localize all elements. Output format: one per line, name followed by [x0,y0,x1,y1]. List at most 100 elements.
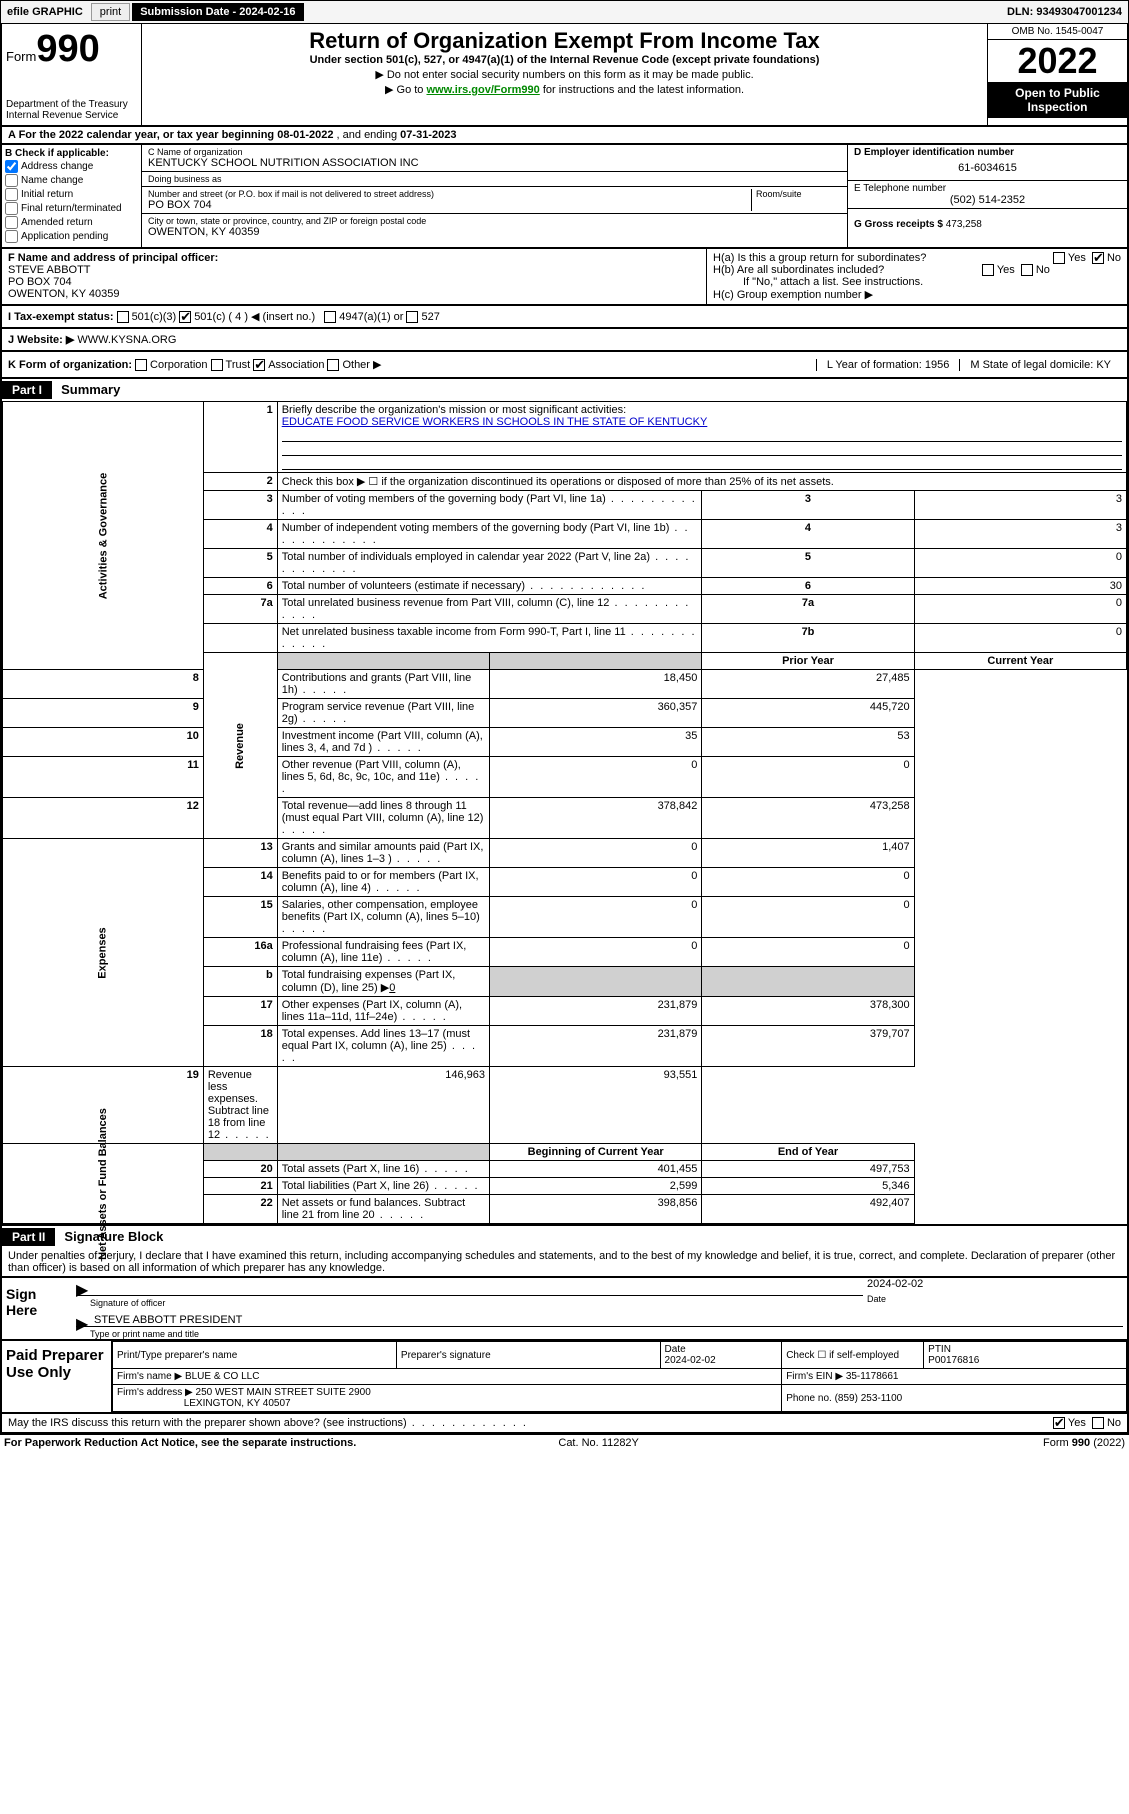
side-nab: Net Assets or Fund Balances [3,1144,204,1224]
l16b-n: b [203,967,277,997]
signature-block: Sign Here ▶ Signature of officer 2024-02… [0,1278,1129,1341]
part2: Part II Signature Block Under penalties … [0,1226,1129,1278]
row-n: 22 [203,1195,277,1224]
pp-check: Check ☐ if self-employed [782,1342,924,1369]
ag-v: 30 [914,578,1126,595]
hb-yes-l: Yes [997,264,1015,276]
chk-app-pending[interactable]: Application pending [5,230,138,243]
row-p: 231,879 [490,997,702,1026]
street-label: Number and street (or P.O. box if mail i… [148,189,751,199]
tax-year: 2022 [988,40,1127,82]
i-501c[interactable] [179,311,191,323]
ag-d: Net unrelated business taxable income fr… [277,624,702,653]
sig-date: 2024-02-02 [867,1278,1127,1294]
pp-sig-l: Preparer's signature [396,1342,660,1369]
k-trust[interactable] [211,359,223,371]
i-o1: 501(c)(3) [132,311,177,323]
irs-label: Internal Revenue Service [6,110,137,121]
ha-yes[interactable] [1053,252,1065,264]
ag-n: 3 [203,491,277,520]
form-header: Form990 Department of the Treasury Inter… [0,24,1129,127]
hb-no[interactable] [1021,264,1033,276]
nab-hdr-n [203,1144,277,1161]
gross-label: G Gross receipts $ [854,219,943,230]
dba-label: Doing business as [148,174,841,184]
firm-ein-l: Firm's EIN ▶ [786,1371,843,1382]
phone-val: (859) 253-1100 [835,1393,903,1404]
mayirs-no[interactable] [1092,1417,1104,1429]
chk-final[interactable]: Final return/terminated [5,202,138,215]
chk-amended[interactable]: Amended return [5,216,138,229]
officer-addr1: PO BOX 704 [8,276,700,288]
row-n: 16a [203,938,277,967]
rowA-pre: A For the 2022 calendar year, or tax yea… [8,129,277,141]
row-n: 15 [203,897,277,938]
firm-addr-l: Firm's address ▶ [117,1387,193,1398]
c-name-label: C Name of organization [148,147,841,157]
tel-val: (502) 514-2352 [854,194,1121,206]
hb-label: H(b) Are all subordinates included? [713,264,884,276]
ag-d: Total unrelated business revenue from Pa… [277,595,702,624]
k-corp[interactable] [135,359,147,371]
i-527[interactable] [406,311,418,323]
pp-name-l: Print/Type preparer's name [113,1342,397,1369]
irs-link[interactable]: www.irs.gov/Form990 [426,84,539,96]
firm-name: BLUE & CO LLC [185,1371,259,1382]
mission-link[interactable]: EDUCATE FOOD SERVICE WORKERS IN SCHOOLS … [282,416,708,428]
row-n: 18 [203,1026,277,1067]
row-d: Professional fundraising fees (Part IX, … [277,938,489,967]
pp-date-l: Date [665,1344,686,1355]
part2-title: Signature Block [58,1229,163,1244]
rev-hdr-n [277,653,489,670]
sign-here: Sign Here [2,1278,72,1339]
l1-text: Briefly describe the organization's miss… [282,404,626,416]
row-i: I Tax-exempt status: 501(c)(3) 501(c) ( … [0,306,1129,329]
paperwork: For Paperwork Reduction Act Notice, see … [4,1437,356,1449]
row-c: 1,407 [702,839,914,868]
l16b-d: Total fundraising expenses (Part IX, col… [277,967,489,997]
row-p: 35 [490,728,702,757]
ag-b: 3 [702,491,914,520]
mayirs-yes[interactable] [1053,1417,1065,1429]
website-link[interactable]: WWW.KYSNA.ORG [77,334,176,346]
note2-pre: ▶ Go to [385,84,426,96]
i-o3: 4947(a)(1) or [339,311,403,323]
firm-ein: 35-1178661 [846,1371,899,1382]
hdr-bcy: Beginning of Current Year [490,1144,702,1161]
ha-label: H(a) Is this a group return for subordin… [713,252,926,264]
section-b: B Check if applicable: Address change Na… [2,145,142,247]
row-a-tax-year: A For the 2022 calendar year, or tax yea… [0,127,1129,145]
form-num: 990 [36,28,99,70]
k-assoc[interactable] [253,359,265,371]
ag-d: Total number of volunteers (estimate if … [277,578,702,595]
ag-d: Number of independent voting members of … [277,520,702,549]
omb-number: OMB No. 1545-0047 [988,24,1127,40]
f-label: F Name and address of principal officer: [8,252,700,264]
chk-name-change[interactable]: Name change [5,174,138,187]
row-p: 0 [490,839,702,868]
chk-initial[interactable]: Initial return [5,188,138,201]
chk-address-change[interactable]: Address change [5,160,138,173]
may-irs: May the IRS discuss this return with the… [8,1417,528,1429]
row-n: 10 [3,728,204,757]
k-year: L Year of formation: 1956 [816,359,960,371]
row-c: 473,258 [702,798,914,839]
dln: DLN: 93493047001234 [1007,6,1128,18]
row-n: 12 [3,798,204,839]
row-d: Other revenue (Part VIII, column (A), li… [277,757,489,798]
i-4947[interactable] [324,311,336,323]
ha-no[interactable] [1092,252,1104,264]
sig-date-lbl: Date [867,1294,1127,1304]
row-j: J Website: ▶ WWW.KYSNA.ORG [0,329,1129,352]
topbar: efile GRAPHIC print Submission Date - 20… [0,0,1129,24]
city-val: OWENTON, KY 40359 [148,226,841,238]
ag-v: 3 [914,491,1126,520]
print-button[interactable]: print [91,3,130,21]
row-n: 17 [203,997,277,1026]
hb-yes[interactable] [982,264,994,276]
row-d: Contributions and grants (Part VIII, lin… [277,670,489,699]
k-other[interactable] [327,359,339,371]
row-n: 11 [3,757,204,798]
i-501c3[interactable] [117,311,129,323]
row-n: 9 [3,699,204,728]
